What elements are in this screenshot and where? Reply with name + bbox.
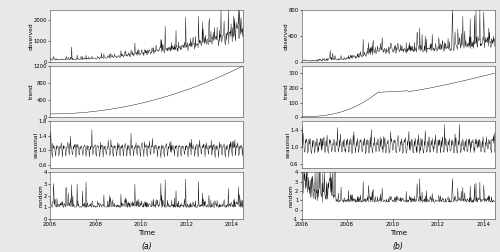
X-axis label: Time: Time — [390, 230, 407, 236]
Text: (b): (b) — [393, 242, 404, 251]
X-axis label: Time: Time — [138, 230, 155, 236]
Y-axis label: observed: observed — [284, 22, 288, 50]
Y-axis label: trend: trend — [28, 84, 34, 99]
Text: (a): (a) — [142, 242, 152, 251]
Y-axis label: random: random — [39, 184, 44, 207]
Y-axis label: trend: trend — [284, 84, 288, 99]
Y-axis label: seasonal: seasonal — [34, 132, 39, 158]
Y-axis label: seasonal: seasonal — [286, 132, 290, 158]
Y-axis label: random: random — [288, 184, 294, 207]
Y-axis label: observed: observed — [28, 22, 34, 50]
